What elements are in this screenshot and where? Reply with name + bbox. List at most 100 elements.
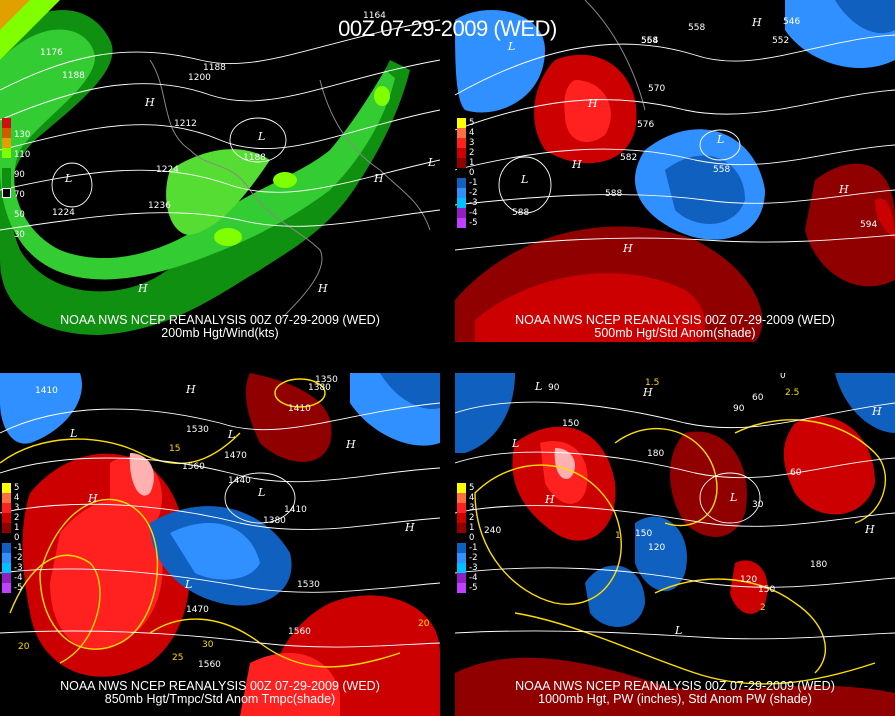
field-label: 850mb Hgt/Tmpc/Std Anom Tmpc(shade) xyxy=(104,692,336,706)
contour-label: 1164 xyxy=(363,11,386,21)
contour-label: 1560 xyxy=(182,462,205,472)
pressure-center: H xyxy=(864,523,875,536)
contour-label: 1188 xyxy=(62,71,85,81)
height-anomaly-map: 558 564 570 576 582 588 588 546 552 594 … xyxy=(455,0,895,342)
temp-label: 20 xyxy=(418,619,430,629)
contour-label: 60 xyxy=(752,393,764,403)
pw-label: 1 xyxy=(615,531,621,541)
pressure-center: L xyxy=(69,427,77,440)
temp-label: 15 xyxy=(169,444,180,454)
contour-label: 552 xyxy=(772,36,789,46)
contour-label: 90 xyxy=(548,383,560,393)
contour-label: 120 xyxy=(648,543,665,553)
pressure-center: L xyxy=(257,130,265,143)
contour-label: 1224 xyxy=(52,208,75,218)
panel-caption: NOAA NWS NCEP REANALYSIS 00Z 07-29-2009 … xyxy=(0,314,440,340)
contour-label: 558 xyxy=(641,36,658,46)
pressure-center: H xyxy=(185,383,196,396)
pressure-center: H xyxy=(751,16,762,29)
pw-label: 2 xyxy=(760,603,766,613)
pressure-center: L xyxy=(520,173,528,186)
anomaly-legend: 5 4 3 2 1 0 -1 -2 -3 -4 -5 xyxy=(457,483,477,593)
pressure-center: L xyxy=(227,428,235,441)
pressure-center: L xyxy=(507,40,515,53)
pressure-center: L xyxy=(716,133,724,146)
pressure-center: H xyxy=(144,96,155,109)
contour-label: 558 xyxy=(713,165,730,175)
contour-label: 1380 xyxy=(308,383,331,393)
anomaly-legend: 5 4 3 2 1 0 -1 -2 -3 -4 -5 xyxy=(457,118,477,228)
contour-label: 1410 xyxy=(35,386,58,396)
panel-500mb-anomaly: 558 564 570 576 582 588 588 546 552 594 … xyxy=(455,0,895,342)
pressure-center: H xyxy=(871,405,882,418)
temperature-anomaly-map: 1410 1470 1530 1560 1440 1380 1410 1350 … xyxy=(0,373,440,716)
precipitable-water-map: 90 150 180 240 120 150 90 60 30 0 60 120… xyxy=(455,373,895,716)
contour-label: 1530 xyxy=(186,425,209,435)
field-label: 200mb Hgt/Wind(kts) xyxy=(161,326,279,340)
panel-200mb-wind: 1164 1176 1188 1188 1200 1212 1224 1224 … xyxy=(0,0,440,342)
pressure-center: H xyxy=(622,242,633,255)
map-timestamp-title: 00Z 07-29-2009 (WED) xyxy=(338,16,557,41)
wind-speed-legend: 130 110 90 70 50 30 xyxy=(2,118,30,240)
contour-label: 1440 xyxy=(228,476,251,486)
contour-label: 1188 xyxy=(203,63,226,73)
contour-label: 558 xyxy=(688,23,705,33)
pw-label: 1.5 xyxy=(645,378,659,388)
contour-label: 240 xyxy=(484,526,501,536)
contour-label: 150 xyxy=(758,585,775,595)
contour-label: 546 xyxy=(783,17,800,27)
panel-caption: NOAA NWS NCEP REANALYSIS 00Z 07-29-2009 … xyxy=(455,314,895,340)
contour-label: 588 xyxy=(605,189,622,199)
temp-label: 20 xyxy=(18,642,30,652)
pressure-center: H xyxy=(544,493,555,506)
pressure-center: L xyxy=(427,156,435,169)
contour-label: 576 xyxy=(637,120,654,130)
contour-label: 30 xyxy=(752,500,764,510)
anomaly-legend: 5 4 3 2 1 0 -1 -2 -3 -4 -5 xyxy=(2,483,22,593)
contour-label: 1380 xyxy=(263,516,286,526)
panel-caption: NOAA NWS NCEP REANALYSIS 00Z 07-29-2009 … xyxy=(0,680,440,706)
contour-label: 564 xyxy=(641,36,658,46)
pressure-center: L xyxy=(729,491,737,504)
pressure-center: H xyxy=(87,492,98,505)
contour-label: 1560 xyxy=(288,627,311,637)
contour-label: 594 xyxy=(860,220,877,230)
contour-label: 150 xyxy=(635,529,652,539)
pressure-center: H xyxy=(345,438,356,451)
contour-label: 0 xyxy=(780,373,786,381)
pressure-center: H xyxy=(317,282,328,295)
panel-caption: NOAA NWS NCEP REANALYSIS 00Z 07-29-2009 … xyxy=(455,680,895,706)
contour-label: 1236 xyxy=(148,201,171,211)
pressure-center: H xyxy=(137,282,148,295)
source-label: NOAA NWS NCEP REANALYSIS 00Z 07-29-2009 … xyxy=(515,679,835,693)
contour-label: 90 xyxy=(733,404,745,414)
pressure-center: H xyxy=(838,183,849,196)
pressure-center: L xyxy=(64,172,72,185)
source-label: NOAA NWS NCEP REANALYSIS 00Z 07-29-2009 … xyxy=(60,313,380,327)
contour-label: 120 xyxy=(740,575,757,585)
pressure-center: H xyxy=(404,521,415,534)
field-label: 500mb Hgt/Std Anom(shade) xyxy=(594,326,756,340)
contour-label: 1350 xyxy=(315,375,338,385)
contour-label: 1224 xyxy=(156,165,179,175)
pressure-center: H xyxy=(587,97,598,110)
contour-label: 180 xyxy=(647,449,664,459)
contour-label: 150 xyxy=(562,419,579,429)
wind-map-graphic: 1164 1176 1188 1188 1200 1212 1224 1224 … xyxy=(0,0,440,335)
pressure-center: H xyxy=(571,158,582,171)
contour-label: 1560 xyxy=(198,660,221,670)
contour-label: 570 xyxy=(648,84,665,94)
contour-label: 1176 xyxy=(40,48,63,58)
contour-label: 1212 xyxy=(174,119,197,129)
pressure-center: L xyxy=(511,437,519,450)
pressure-center: L xyxy=(534,380,542,393)
temp-label: 25 xyxy=(172,653,183,663)
contour-label: 1470 xyxy=(186,605,209,615)
pressure-center: L xyxy=(184,578,192,591)
source-label: NOAA NWS NCEP REANALYSIS 00Z 07-29-2009 … xyxy=(515,313,835,327)
pressure-center: H xyxy=(373,172,384,185)
contour-label: 1410 xyxy=(288,404,311,414)
contour-label: 60 xyxy=(790,468,802,478)
pressure-center: L xyxy=(257,486,265,499)
contour-label: 1470 xyxy=(224,451,247,461)
